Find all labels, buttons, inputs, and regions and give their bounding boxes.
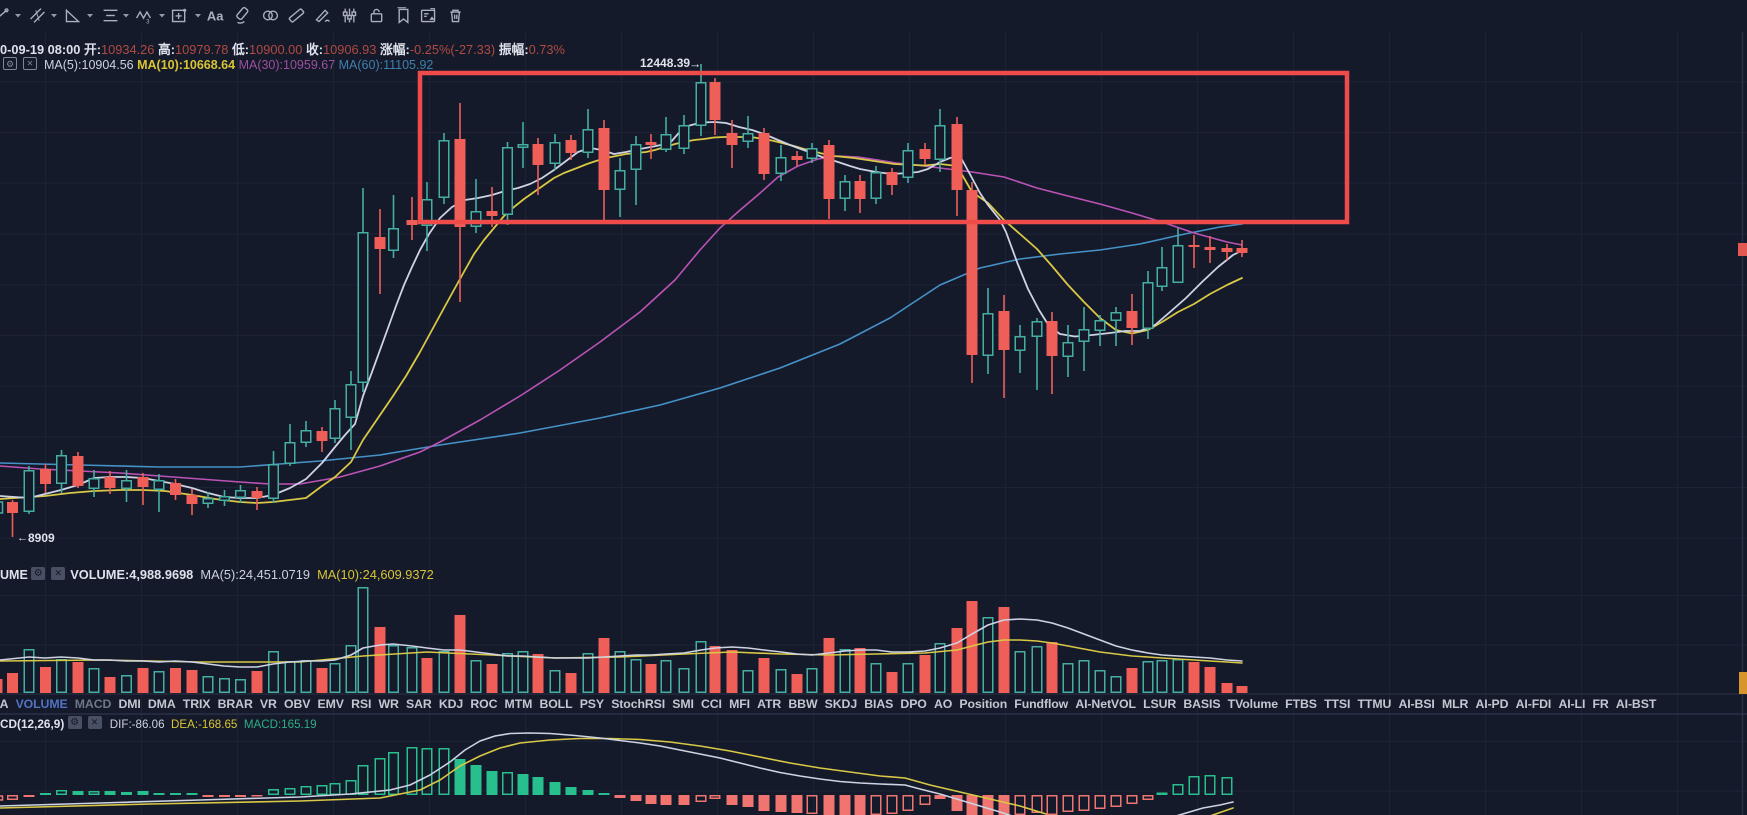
svg-text:3: 3 xyxy=(146,19,150,25)
svg-text:Aa: Aa xyxy=(207,9,224,24)
svg-text:→: → xyxy=(689,57,702,71)
svg-text:12448.39: 12448.39 xyxy=(640,56,690,70)
svg-text:8909: 8909 xyxy=(28,531,55,545)
svg-text:←: ← xyxy=(17,532,28,544)
